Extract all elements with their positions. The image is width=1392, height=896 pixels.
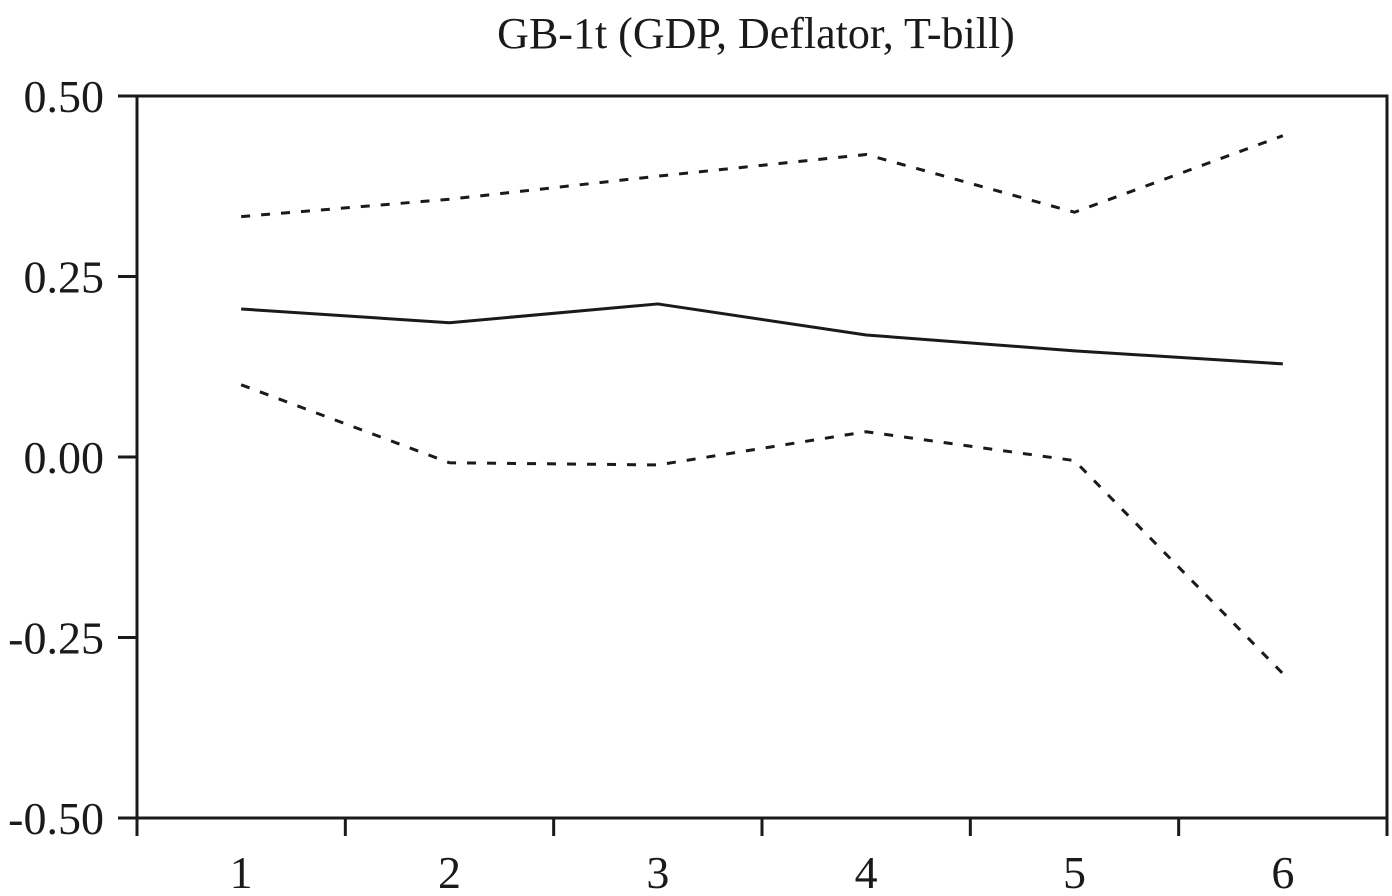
- x-tick-label: 2: [438, 847, 461, 896]
- plot-frame: [135, 94, 1389, 820]
- x-tick-label: 4: [855, 847, 878, 896]
- x-tick-label: 6: [1271, 847, 1294, 896]
- x-axis: 1 2 3 4 5 6: [135, 818, 1389, 896]
- x-tick-label: 1: [230, 847, 253, 896]
- estimate-line: [241, 302, 1283, 366]
- confidence-band-line: [240, 383, 1284, 675]
- y-tick-label: 0.00: [24, 432, 105, 483]
- confidence-band-line: [241, 134, 1284, 219]
- y-axis: 0.50 0.25 0.00 -0.25 -0.50: [8, 71, 137, 844]
- y-tick-label: -0.25: [8, 613, 104, 664]
- x-tick-label: 5: [1063, 847, 1086, 896]
- y-tick-label: -0.50: [8, 793, 104, 844]
- y-tick-label: 0.25: [24, 252, 105, 303]
- y-tick-label: 0.50: [24, 71, 105, 122]
- series-group: [240, 134, 1284, 675]
- chart-title: GB-1t (GDP, Deflator, T-bill): [497, 9, 1015, 58]
- x-tick-label: 3: [646, 847, 669, 896]
